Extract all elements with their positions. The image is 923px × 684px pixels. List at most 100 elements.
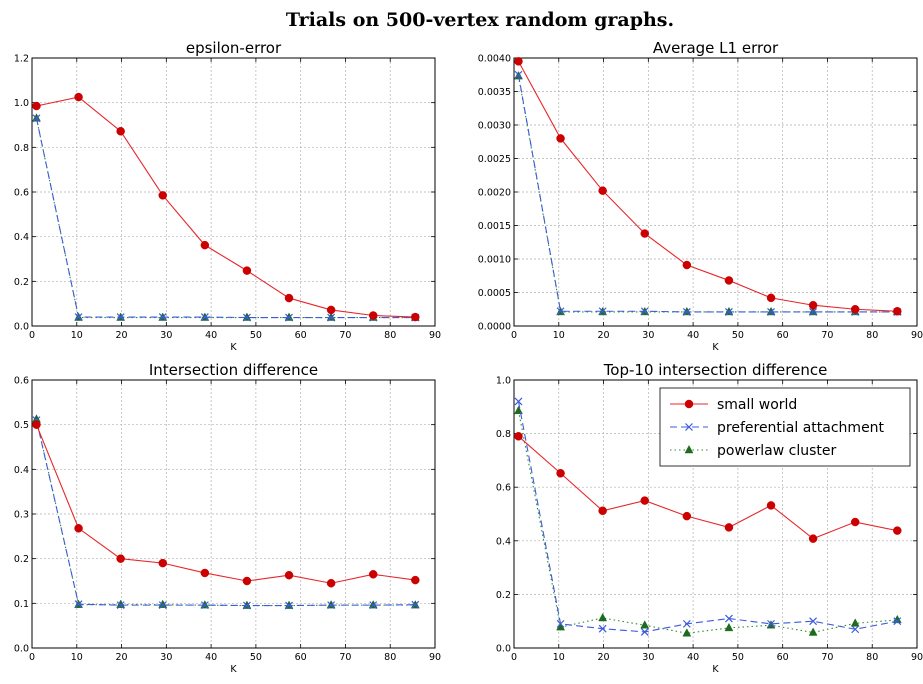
chart-title: Intersection difference bbox=[149, 361, 318, 379]
x-tick-label: 20 bbox=[116, 330, 128, 341]
series-line bbox=[35, 118, 416, 319]
series-line bbox=[517, 75, 898, 313]
y-tick-label: 0.0 bbox=[14, 644, 29, 655]
legend: small world preferential attachment powerl… bbox=[659, 387, 911, 467]
x-tick-label: 90 bbox=[429, 652, 441, 663]
data-point bbox=[851, 625, 860, 634]
x-tick-label: 80 bbox=[384, 330, 396, 341]
data-point bbox=[556, 307, 565, 316]
data-point bbox=[556, 469, 565, 478]
x-tick-label: 70 bbox=[339, 652, 351, 663]
y-tick-label: 0.0 bbox=[14, 322, 29, 333]
data-point bbox=[850, 618, 860, 627]
data-point bbox=[598, 186, 607, 195]
data-point bbox=[682, 260, 692, 270]
x-tick-label: 40 bbox=[205, 330, 217, 341]
data-point bbox=[809, 617, 818, 626]
data-point bbox=[116, 127, 125, 136]
chart-title: Average L1 error bbox=[653, 39, 779, 57]
data-point bbox=[556, 134, 565, 143]
x-marker-stroke bbox=[243, 313, 251, 322]
x-marker-stroke bbox=[116, 313, 125, 321]
y-tick-label: 0.0040 bbox=[478, 54, 511, 65]
data-point bbox=[808, 534, 818, 543]
x-marker-stroke bbox=[725, 308, 733, 316]
x-marker-stroke bbox=[285, 313, 293, 322]
chart-panel-1: 0 10 20 30 40 50 60 70 80 90 0.0 0.2 0.4 0.6 0.8 1.0 1.2… bbox=[14, 39, 441, 353]
x-marker-stroke bbox=[243, 601, 251, 610]
y-tick-label: 0.4 bbox=[496, 536, 511, 547]
x-tick-label: 10 bbox=[553, 652, 565, 663]
y-tick-label: 0.6 bbox=[496, 483, 511, 494]
x-tick-label: 20 bbox=[598, 330, 610, 341]
data-point bbox=[808, 627, 818, 636]
x-marker-stroke bbox=[369, 601, 378, 610]
x-tick-label: 90 bbox=[911, 652, 923, 663]
data-point bbox=[766, 501, 776, 510]
data-point bbox=[850, 517, 860, 527]
x-tick-label: 10 bbox=[71, 330, 83, 341]
series-line bbox=[517, 410, 898, 634]
x-marker-stroke bbox=[767, 619, 775, 628]
x-marker-stroke bbox=[327, 313, 336, 322]
x-tick-label: 40 bbox=[687, 652, 699, 663]
data-point bbox=[327, 601, 336, 610]
x-marker-stroke bbox=[809, 617, 818, 626]
x-tick-label: 80 bbox=[866, 652, 878, 663]
series-line bbox=[36, 96, 416, 318]
series-small-world bbox=[514, 57, 902, 316]
x-tick-label: 90 bbox=[429, 330, 441, 341]
x-marker-stroke bbox=[32, 114, 41, 123]
data-point bbox=[327, 313, 336, 322]
legend-box bbox=[659, 387, 911, 467]
data-point bbox=[514, 397, 523, 406]
x-marker-stroke bbox=[514, 70, 523, 79]
data-point bbox=[598, 624, 607, 633]
data-point bbox=[32, 101, 41, 111]
x-tick-label: 50 bbox=[732, 330, 744, 341]
series-line bbox=[35, 118, 416, 319]
series-line bbox=[518, 435, 898, 540]
data-point bbox=[725, 308, 733, 316]
x-tick-label: 40 bbox=[205, 652, 217, 663]
x-marker-stroke bbox=[809, 308, 818, 316]
figure-title: Trials on 500-vertex random graphs. bbox=[286, 9, 674, 31]
data-point bbox=[724, 523, 734, 532]
y-tick-label: 0.0030 bbox=[478, 121, 511, 132]
x-axis-label: K bbox=[712, 664, 719, 675]
x-tick-label: 30 bbox=[642, 330, 654, 341]
data-point bbox=[598, 307, 607, 316]
x-marker-stroke bbox=[327, 601, 336, 610]
data-point bbox=[640, 229, 650, 238]
data-point bbox=[514, 57, 523, 66]
x-marker-stroke bbox=[285, 601, 293, 610]
data-point bbox=[411, 600, 420, 609]
series-powerlaw-cluster bbox=[32, 414, 420, 609]
series-small-world bbox=[32, 92, 420, 322]
data-point bbox=[158, 313, 167, 321]
y-tick-label: 0.0015 bbox=[478, 221, 511, 232]
data-point bbox=[158, 601, 167, 610]
y-tick-label: 0.2 bbox=[14, 554, 29, 565]
data-point bbox=[284, 293, 294, 303]
x-tick-label: 0 bbox=[511, 330, 517, 341]
chart-panel-3: 0 10 20 30 40 50 60 70 80 90 0.0 0.1 0.2 0.3 0.4 0.5 0.6… bbox=[14, 361, 441, 675]
series-line bbox=[517, 61, 898, 312]
data-point bbox=[74, 92, 83, 102]
y-tick-label: 0.2 bbox=[496, 590, 511, 601]
data-point bbox=[242, 576, 252, 586]
data-point bbox=[74, 524, 83, 533]
x-tick-label: 0 bbox=[29, 652, 35, 663]
x-marker-stroke bbox=[556, 619, 565, 628]
y-tick-label: 0.6 bbox=[14, 376, 29, 387]
series-small-world bbox=[32, 420, 420, 588]
legend-label: preferential attachment bbox=[717, 420, 885, 436]
x-axis-label: K bbox=[712, 342, 719, 353]
data-point bbox=[640, 627, 649, 636]
data-point bbox=[766, 293, 776, 303]
data-point bbox=[893, 307, 902, 316]
data-point bbox=[32, 114, 41, 123]
data-point bbox=[724, 276, 734, 285]
chart-panel-4: 0 10 20 30 40 50 60 70 80 90 0.0 0.2 0.4 0.6 0.8 1.0 Top… bbox=[496, 361, 923, 675]
y-tick-label: 0.2 bbox=[14, 277, 29, 288]
